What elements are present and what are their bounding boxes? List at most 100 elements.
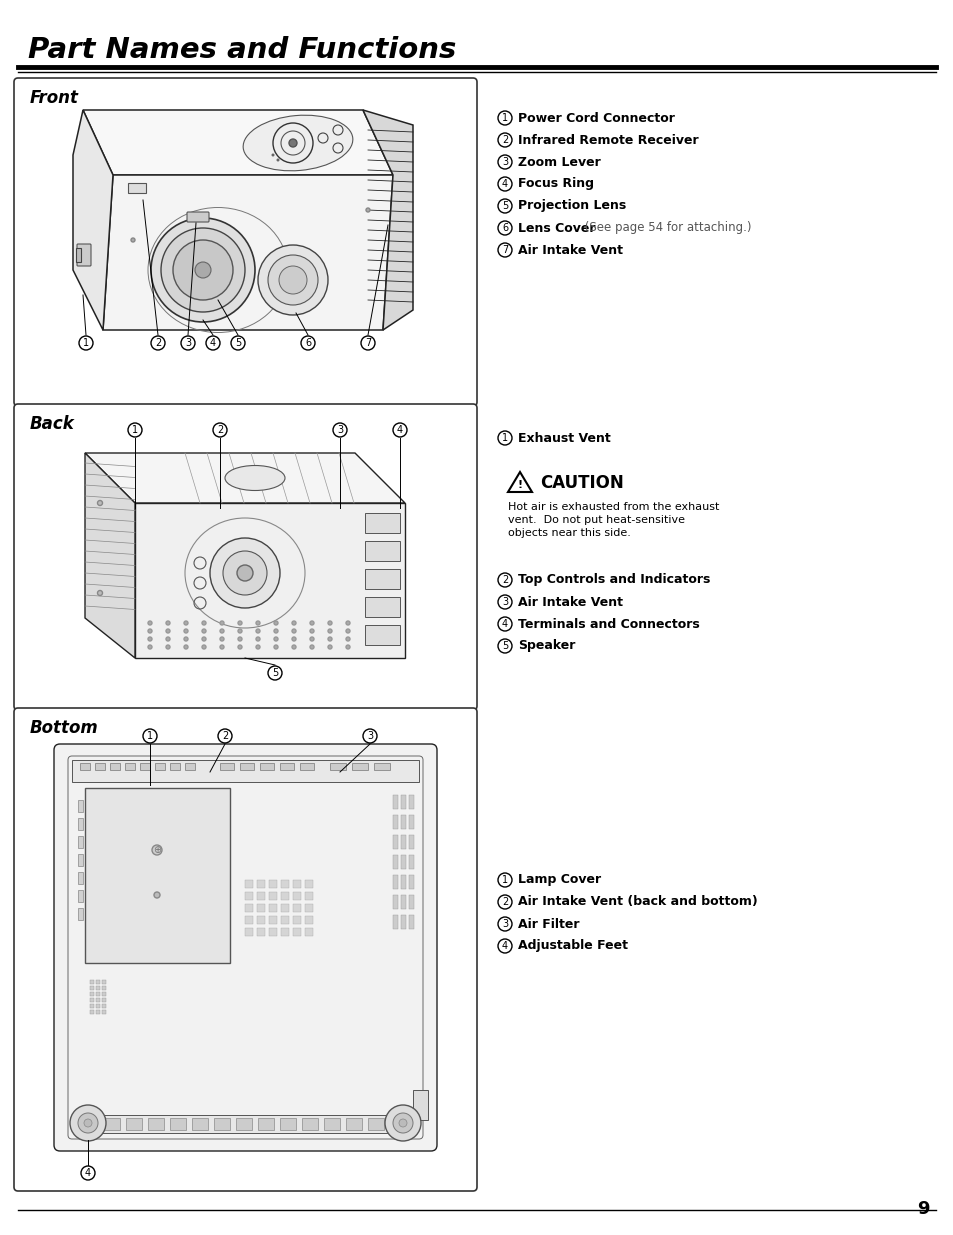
Bar (78, 1115, 413, 1132)
Text: 1: 1 (83, 338, 89, 348)
Bar (305, 916, 313, 924)
Bar (213, 1118, 230, 1130)
Bar (78, 890, 83, 902)
Circle shape (184, 637, 188, 641)
Circle shape (237, 645, 242, 650)
Text: Air Intake Vent: Air Intake Vent (517, 595, 622, 609)
Circle shape (292, 645, 295, 650)
Bar (256, 916, 265, 924)
Circle shape (220, 637, 224, 641)
Bar (400, 815, 406, 829)
Circle shape (346, 621, 350, 625)
Circle shape (148, 621, 152, 625)
Circle shape (172, 240, 233, 300)
Text: Focus Ring: Focus Ring (517, 178, 594, 190)
Bar (346, 1118, 361, 1130)
Circle shape (257, 245, 328, 315)
Bar (102, 981, 106, 984)
Text: (See page 54 for attaching.): (See page 54 for attaching.) (581, 221, 751, 235)
Circle shape (310, 637, 314, 641)
Circle shape (153, 892, 160, 898)
Bar (305, 927, 313, 936)
Bar (102, 986, 106, 990)
Polygon shape (85, 453, 135, 658)
Bar (365, 625, 399, 645)
Text: 3: 3 (367, 731, 373, 741)
Bar (293, 904, 301, 911)
Text: 1: 1 (147, 731, 152, 741)
Bar (281, 916, 289, 924)
Circle shape (223, 551, 267, 595)
Bar (269, 927, 276, 936)
Bar (393, 815, 397, 829)
Circle shape (310, 629, 314, 634)
Text: Bottom: Bottom (30, 719, 99, 737)
Text: CAUTION: CAUTION (539, 474, 623, 492)
Bar (352, 763, 368, 769)
Circle shape (210, 538, 280, 608)
Bar (256, 892, 265, 900)
Bar (90, 998, 94, 1002)
Bar (154, 763, 165, 769)
Bar (293, 916, 301, 924)
Text: objects near this side.: objects near this side. (507, 529, 630, 538)
Bar (280, 1118, 295, 1130)
Circle shape (237, 629, 242, 634)
Circle shape (346, 645, 350, 650)
Circle shape (151, 219, 254, 322)
Bar (365, 597, 399, 618)
Bar (245, 881, 253, 888)
Bar (96, 1010, 100, 1014)
Bar (245, 892, 253, 900)
Text: Hot air is exhausted from the exhaust: Hot air is exhausted from the exhaust (507, 501, 719, 513)
Text: 4: 4 (210, 338, 215, 348)
Text: 4: 4 (85, 1168, 91, 1178)
Circle shape (274, 645, 277, 650)
Bar (368, 1118, 384, 1130)
Bar (110, 763, 120, 769)
Text: 2: 2 (154, 338, 161, 348)
Bar (245, 916, 253, 924)
Bar (90, 981, 94, 984)
Bar (85, 788, 230, 963)
Circle shape (184, 629, 188, 634)
Bar (82, 1118, 98, 1130)
Bar (245, 904, 253, 911)
Circle shape (202, 645, 206, 650)
Bar (170, 1118, 186, 1130)
Text: 3: 3 (501, 157, 508, 167)
Bar (305, 881, 313, 888)
Bar (269, 892, 276, 900)
Circle shape (148, 645, 152, 650)
FancyBboxPatch shape (187, 212, 209, 222)
Bar (400, 895, 406, 909)
Circle shape (84, 1119, 91, 1128)
Circle shape (255, 637, 260, 641)
Circle shape (328, 621, 332, 625)
FancyBboxPatch shape (14, 78, 476, 406)
Text: 4: 4 (501, 179, 508, 189)
Ellipse shape (243, 115, 353, 170)
Bar (80, 763, 90, 769)
Circle shape (255, 645, 260, 650)
Bar (393, 835, 397, 848)
Circle shape (274, 621, 277, 625)
Circle shape (274, 629, 277, 634)
Circle shape (292, 621, 295, 625)
Text: 4: 4 (501, 941, 508, 951)
Bar (78, 818, 83, 830)
Bar (393, 895, 397, 909)
Bar (400, 876, 406, 889)
Bar (102, 998, 106, 1002)
Circle shape (276, 158, 279, 162)
Circle shape (328, 629, 332, 634)
Text: 2: 2 (222, 731, 228, 741)
Bar (170, 763, 180, 769)
Circle shape (237, 621, 242, 625)
Bar (96, 1004, 100, 1008)
Text: 1: 1 (501, 112, 508, 124)
Circle shape (393, 1113, 413, 1132)
FancyBboxPatch shape (54, 743, 436, 1151)
Circle shape (289, 140, 296, 147)
Text: 5: 5 (272, 668, 278, 678)
